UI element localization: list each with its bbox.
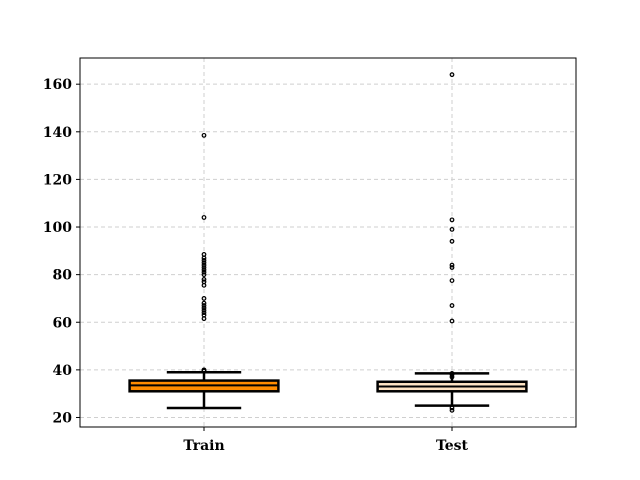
- y-tick-label: 160: [43, 77, 72, 93]
- y-tick-label: 100: [43, 220, 72, 236]
- outlier-point: [201, 269, 207, 275]
- y-tick-label: 40: [53, 363, 73, 379]
- outlier-point: [449, 262, 455, 268]
- outlier-point: [201, 277, 207, 282]
- outlier-point: [201, 262, 207, 268]
- grid-lines: [80, 58, 576, 427]
- outlier-point: [449, 217, 455, 223]
- outlier-point: [201, 310, 207, 316]
- outlier-point: [201, 296, 207, 301]
- outlier-point: [201, 272, 207, 278]
- outlier-point: [201, 257, 207, 263]
- x-tick-label: Train: [183, 438, 224, 454]
- box-train: [128, 132, 280, 410]
- outlier-point: [201, 279, 207, 285]
- outlier-point: [449, 405, 455, 411]
- outlier-point: [201, 267, 207, 273]
- outlier-point: [201, 305, 207, 311]
- y-tick-label: 20: [53, 410, 73, 426]
- outlier-point: [449, 265, 455, 270]
- outlier-point: [449, 303, 455, 308]
- y-tick-label: 80: [53, 268, 73, 284]
- outlier-point: [201, 312, 207, 318]
- outlier-point: [201, 307, 207, 313]
- outlier-point: [201, 132, 207, 138]
- box-test: [376, 72, 528, 413]
- outlier-point: [449, 407, 455, 413]
- outlier-point: [449, 371, 455, 376]
- outlier-point: [201, 367, 207, 373]
- outlier-point: [201, 300, 207, 306]
- y-tick-label: 120: [43, 172, 72, 188]
- y-tick-label: 140: [43, 125, 72, 141]
- outlier-point: [201, 252, 207, 257]
- x-tick-label: Test: [436, 438, 469, 454]
- plot-area-frame: [79, 57, 577, 428]
- outlier-point: [449, 72, 455, 78]
- y-tick-label: 60: [53, 315, 73, 331]
- outlier-point: [449, 318, 455, 324]
- outlier-point: [449, 238, 455, 244]
- outlier-point: [201, 215, 207, 220]
- outlier-point: [201, 265, 207, 270]
- outlier-point: [201, 303, 207, 308]
- outlier-point: [449, 278, 455, 283]
- axes: 20 40 60 80 100 120 140 160 Train Test: [43, 77, 469, 454]
- boxes-layer: [128, 72, 528, 413]
- outlier-point: [449, 227, 455, 232]
- outlier-point: [201, 260, 207, 266]
